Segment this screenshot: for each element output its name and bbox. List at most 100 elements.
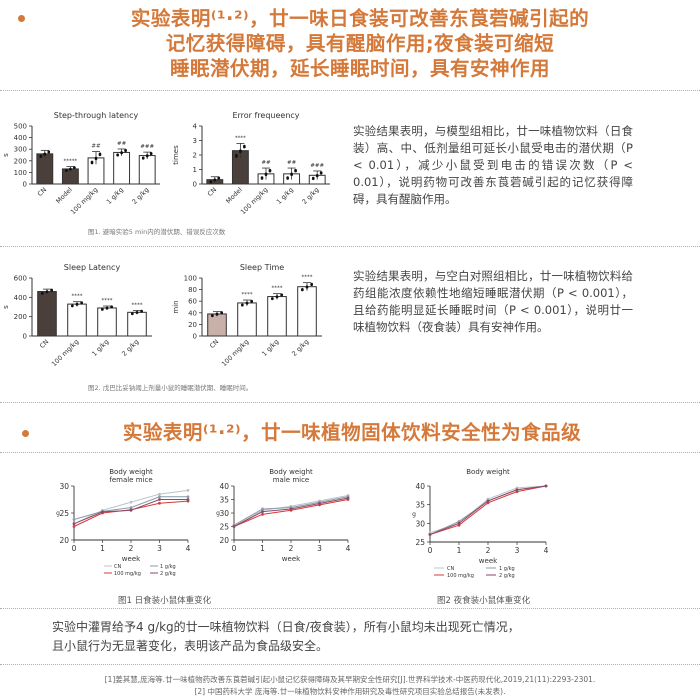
y-axis-label: g <box>56 510 60 517</box>
x-tick-label: 2 g/kg <box>290 338 310 358</box>
legend-label: 100 mg/kg <box>447 573 474 579</box>
x-axis-label: week <box>479 557 498 565</box>
chart-subtitle: female mice <box>109 476 152 484</box>
bar <box>113 151 131 185</box>
series-point <box>289 507 293 511</box>
x-tick-label: 1 <box>100 544 105 553</box>
significance-label: **** <box>242 292 253 298</box>
x-tick-label: 0 <box>428 546 433 555</box>
data-dot <box>120 151 123 154</box>
chart-body-weight-night: Body weight g 25 30 35 40 0 1 2 3 4 week CN 1 g/kg 100… <box>412 468 549 579</box>
data-dot <box>213 178 217 181</box>
data-dot <box>116 153 119 156</box>
data-dot <box>310 282 313 286</box>
chart-sleep-time: Sleep Time min 0 20 40 60 80 100 CN **** 100 mg/kg… <box>172 263 322 368</box>
chart-title: Error frequeency <box>232 111 299 120</box>
series-point <box>232 525 236 528</box>
figure-caption: 图1 日食装小鼠体重变化 <box>118 596 212 606</box>
chart-title: Sleep Time <box>240 263 284 272</box>
y-axis-label: s <box>2 153 10 157</box>
data-dot <box>241 303 244 307</box>
x-tick-label: 1 <box>260 544 265 553</box>
bar <box>127 311 147 337</box>
significance-label: ## <box>261 160 271 166</box>
x-tick-label: 2 <box>129 544 134 553</box>
data-dot <box>80 301 83 304</box>
series-point <box>457 521 461 525</box>
data-dot <box>124 148 127 152</box>
paragraph-safety-result: 实验中灌胃给予4 g/kg的廿一味植物饮料（日食/夜食装），所有小鼠均未出现死亡… <box>52 618 656 656</box>
x-tick-label: 1 <box>457 546 462 555</box>
chart-title: Body weight <box>109 468 153 476</box>
series-line <box>73 500 189 527</box>
figure-caption: 图1. 避暗实验5 min内的潜伏期、错误反应次数 <box>88 228 226 236</box>
y-tick-label: 30 <box>415 519 425 528</box>
divider-safety <box>0 452 700 453</box>
x-tick-label: 1 g/kg <box>105 186 125 206</box>
data-dot <box>217 176 221 180</box>
x-tick-label: 3 <box>515 546 520 555</box>
divider-lower <box>0 402 700 403</box>
significance-label: ## <box>117 141 127 147</box>
divider-top <box>0 90 700 91</box>
series-point <box>129 508 133 512</box>
data-dot <box>73 166 76 169</box>
data-dot <box>110 305 113 309</box>
data-dot <box>101 307 104 311</box>
y-tick-label: 20 <box>219 536 229 545</box>
x-tick-label: 100 mg/kg <box>69 186 99 216</box>
chart-title: Body weight <box>269 468 313 476</box>
data-dot <box>71 304 74 307</box>
data-dot <box>98 152 102 156</box>
x-tick-label: 100 mg/kg <box>220 338 250 368</box>
chart-error-frequency: Error frequeency times 0 1 2 3 4 CN **** Model ## 1… <box>172 111 330 216</box>
significance-label: **** <box>72 294 83 300</box>
series-point <box>158 501 161 505</box>
y-tick-label: 500 <box>14 123 27 131</box>
data-dot <box>286 176 289 179</box>
bar <box>97 307 117 337</box>
series-point <box>261 510 264 514</box>
series-point <box>72 522 76 526</box>
y-tick-label: 35 <box>415 501 425 510</box>
x-axis-label: week <box>282 555 301 563</box>
chart-sleep-latency: Sleep Latency s 0 200 400 600 CN **** 100 mg/kg *… <box>2 263 152 368</box>
heading-efficacy: 实验表明⁽¹·²⁾，廿一味日食装可改善东莨菪碱引起的 记忆获得障碍，具有醒脑作用… <box>40 6 680 81</box>
x-tick-label: 2 g/kg <box>120 338 140 358</box>
y-tick-label: 300 <box>14 146 27 154</box>
y-tick-label: 0 <box>193 333 197 341</box>
y-tick-label: 0 <box>23 333 27 341</box>
data-dot <box>319 171 323 174</box>
legend-label: CN <box>114 564 121 570</box>
bar <box>207 313 227 337</box>
y-tick-label: 100 <box>184 275 197 283</box>
divider-refs <box>0 664 700 665</box>
chart-subtitle: male mice <box>273 476 310 484</box>
data-dot <box>305 285 309 288</box>
series-point <box>158 495 161 499</box>
x-tick-label: CN <box>36 186 48 198</box>
series-point <box>158 492 161 496</box>
data-dot <box>220 311 223 314</box>
data-dot <box>301 287 304 291</box>
x-tick-label: 0 <box>232 544 237 553</box>
data-dot <box>235 153 238 157</box>
x-tick-label: 2 g/kg <box>301 186 321 206</box>
data-dot <box>215 312 219 316</box>
series-line <box>233 499 349 527</box>
heading-efficacy-line1: 实验表明⁽¹·²⁾，廿一味日食装可改善东莨菪碱引起的 <box>130 7 590 30</box>
significance-label: **** <box>132 302 143 308</box>
y-tick-label: 25 <box>415 538 425 547</box>
x-tick-label: 2 <box>486 546 491 555</box>
bar <box>67 303 87 337</box>
data-dot <box>47 150 51 153</box>
y-axis-label: s <box>2 305 10 309</box>
data-dot <box>290 172 293 176</box>
data-dot <box>65 169 68 172</box>
x-tick-label: 2 <box>289 544 294 553</box>
heading-bullet <box>18 15 25 22</box>
data-dot <box>275 295 279 298</box>
significance-label: ### <box>310 163 324 169</box>
